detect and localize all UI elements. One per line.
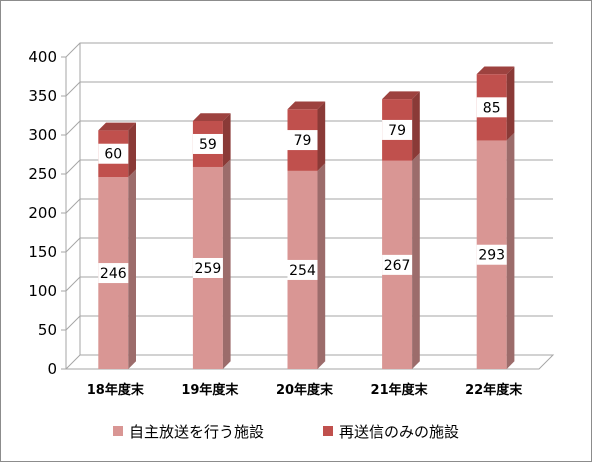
y-tick-label: 50 xyxy=(38,321,57,339)
bar-side xyxy=(128,169,136,369)
legend-label: 再送信のみの施設 xyxy=(339,423,459,441)
bar-side xyxy=(317,101,326,171)
bar-side xyxy=(222,113,231,167)
data-label: 267 xyxy=(384,258,411,274)
bar-side xyxy=(128,122,136,178)
legend-swatch xyxy=(113,426,123,436)
x-tick-label: 18年度末 xyxy=(87,382,145,398)
data-label-box xyxy=(192,257,223,278)
data-label-box xyxy=(287,130,318,151)
x-tick-label: 22年度末 xyxy=(465,382,523,398)
legend: 自主放送を行う施設 再送信のみの施設 xyxy=(113,423,459,441)
data-label: 59 xyxy=(199,137,217,153)
data-label: 246 xyxy=(100,266,127,282)
data-label-box xyxy=(476,97,507,118)
bar-side xyxy=(506,66,515,141)
y-tick-label: 300 xyxy=(28,126,57,144)
data-label: 79 xyxy=(294,133,312,149)
legend-label: 自主放送を行う施設 xyxy=(129,423,264,441)
bar-side xyxy=(412,153,420,369)
x-tick-label: 19年度末 xyxy=(181,382,239,398)
data-label: 60 xyxy=(104,147,122,163)
data-label-box xyxy=(382,254,413,275)
data-label: 79 xyxy=(388,123,406,139)
data-label-box xyxy=(382,119,413,140)
bar-top xyxy=(98,122,136,131)
y-tick-label: 200 xyxy=(28,204,57,222)
gridline xyxy=(65,81,553,97)
bar-top xyxy=(287,101,326,110)
gridline xyxy=(65,42,553,58)
legend-swatch xyxy=(323,426,333,436)
bar-side xyxy=(317,163,326,369)
bar-side xyxy=(506,132,515,369)
bar-top xyxy=(382,91,420,100)
data-label: 85 xyxy=(483,100,501,116)
data-label-box xyxy=(98,263,129,284)
data-label-box xyxy=(192,133,223,154)
y-tick-label: 100 xyxy=(28,282,57,300)
y-tick-label: 250 xyxy=(28,165,57,183)
x-tick-label: 21年度末 xyxy=(371,382,429,398)
y-tick-label: 350 xyxy=(28,87,57,105)
data-label-box xyxy=(98,143,129,164)
floor xyxy=(64,354,555,370)
y-tick-label: 0 xyxy=(47,360,57,378)
labels-layer: 246 60 18年度末 259 59 19年度末 254 79 20年度末 267 79 21年度末… xyxy=(87,97,523,398)
bar-top xyxy=(476,66,515,75)
data-label-box xyxy=(476,244,507,265)
data-label: 254 xyxy=(289,263,316,279)
data-label: 293 xyxy=(478,248,505,264)
bar-side xyxy=(222,159,231,369)
bar-top xyxy=(192,113,231,121)
y-tick-label: 150 xyxy=(28,243,57,261)
data-label: 259 xyxy=(195,261,222,277)
bars-layer xyxy=(98,66,515,369)
bar-side xyxy=(412,91,420,161)
y-tick-label: 400 xyxy=(28,48,57,66)
data-label-box xyxy=(287,259,318,280)
x-tick-label: 20年度末 xyxy=(276,382,334,398)
